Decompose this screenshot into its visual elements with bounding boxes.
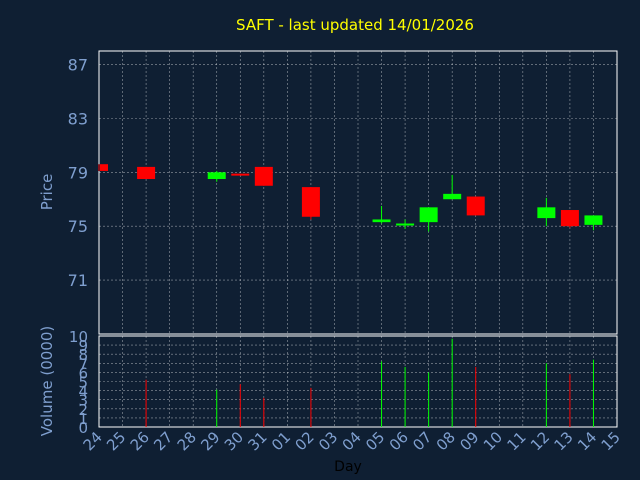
x-tick-label: 05 bbox=[362, 428, 388, 454]
price-panel: 71 75 79 83 87 bbox=[68, 50, 618, 335]
x-tick-label: 02 bbox=[292, 428, 318, 454]
price-panel-frame bbox=[98, 50, 618, 335]
candle-body bbox=[207, 172, 226, 180]
x-tick-label: 11 bbox=[503, 428, 529, 454]
x-tick-label: 08 bbox=[433, 428, 459, 454]
volume-tick-label: 0 bbox=[78, 419, 88, 437]
x-tick-label: 06 bbox=[386, 428, 412, 454]
x-tick-label: 13 bbox=[551, 428, 577, 454]
x-tick-label: 09 bbox=[456, 428, 482, 454]
volume-tick-label: 1 bbox=[78, 410, 88, 428]
price-tick-label: 79 bbox=[68, 163, 88, 182]
chart-title: SAFT - last updated 14/01/2026 bbox=[236, 16, 474, 34]
volume-axis-label: Volume (0000) bbox=[38, 326, 56, 436]
x-tick-labels: 2425262728293031010203040506070809101112… bbox=[80, 428, 624, 454]
price-tick-label: 83 bbox=[68, 109, 88, 128]
candle-body bbox=[231, 173, 250, 176]
x-tick-label: 25 bbox=[103, 428, 129, 454]
volume-tick-label: 8 bbox=[78, 346, 88, 364]
x-tick-label: 15 bbox=[598, 428, 624, 454]
candle-body bbox=[419, 207, 438, 223]
x-tick-label: 01 bbox=[268, 428, 294, 454]
volume-tick-label: 10 bbox=[69, 328, 88, 346]
x-tick-label: 31 bbox=[244, 428, 270, 454]
candle-body bbox=[372, 219, 391, 223]
candle-body bbox=[137, 166, 156, 180]
x-tick-label: 03 bbox=[315, 428, 341, 454]
candle-body bbox=[584, 215, 603, 225]
candle-body bbox=[396, 223, 415, 226]
x-tick-label: 07 bbox=[409, 428, 435, 454]
price-axis-label: Price bbox=[38, 174, 56, 211]
x-axis-label: Day bbox=[334, 459, 362, 475]
volume-tick-label: 7 bbox=[78, 355, 88, 373]
candle-body bbox=[254, 166, 273, 186]
x-tick-label: 04 bbox=[339, 428, 365, 454]
volume-tick-label: 2 bbox=[78, 401, 88, 419]
candle-body bbox=[301, 187, 320, 217]
candle-body bbox=[100, 164, 108, 171]
volume-tick-label: 4 bbox=[78, 383, 88, 401]
candle-body bbox=[560, 210, 579, 227]
price-tick-label: 87 bbox=[68, 55, 88, 74]
volume-tick-label: 5 bbox=[78, 374, 88, 392]
price-tick-label: 75 bbox=[68, 217, 88, 236]
candle-body bbox=[537, 207, 556, 219]
volume-tick-label: 9 bbox=[78, 337, 88, 355]
volume-tick-label: 6 bbox=[78, 364, 88, 382]
x-tick-label: 29 bbox=[197, 428, 223, 454]
candle-body bbox=[466, 196, 485, 216]
x-tick-label: 30 bbox=[221, 428, 247, 454]
price-tick-label: 71 bbox=[68, 271, 88, 290]
x-tick-label: 14 bbox=[574, 428, 600, 454]
volume-panel-frame bbox=[98, 335, 618, 428]
candle-body bbox=[443, 193, 462, 200]
x-tick-label: 27 bbox=[150, 428, 176, 454]
x-tick-label: 28 bbox=[174, 428, 200, 454]
x-tick-label: 12 bbox=[527, 428, 553, 454]
x-tick-label: 26 bbox=[127, 428, 153, 454]
volume-tick-label: 3 bbox=[78, 392, 88, 410]
x-tick-label: 10 bbox=[480, 428, 506, 454]
